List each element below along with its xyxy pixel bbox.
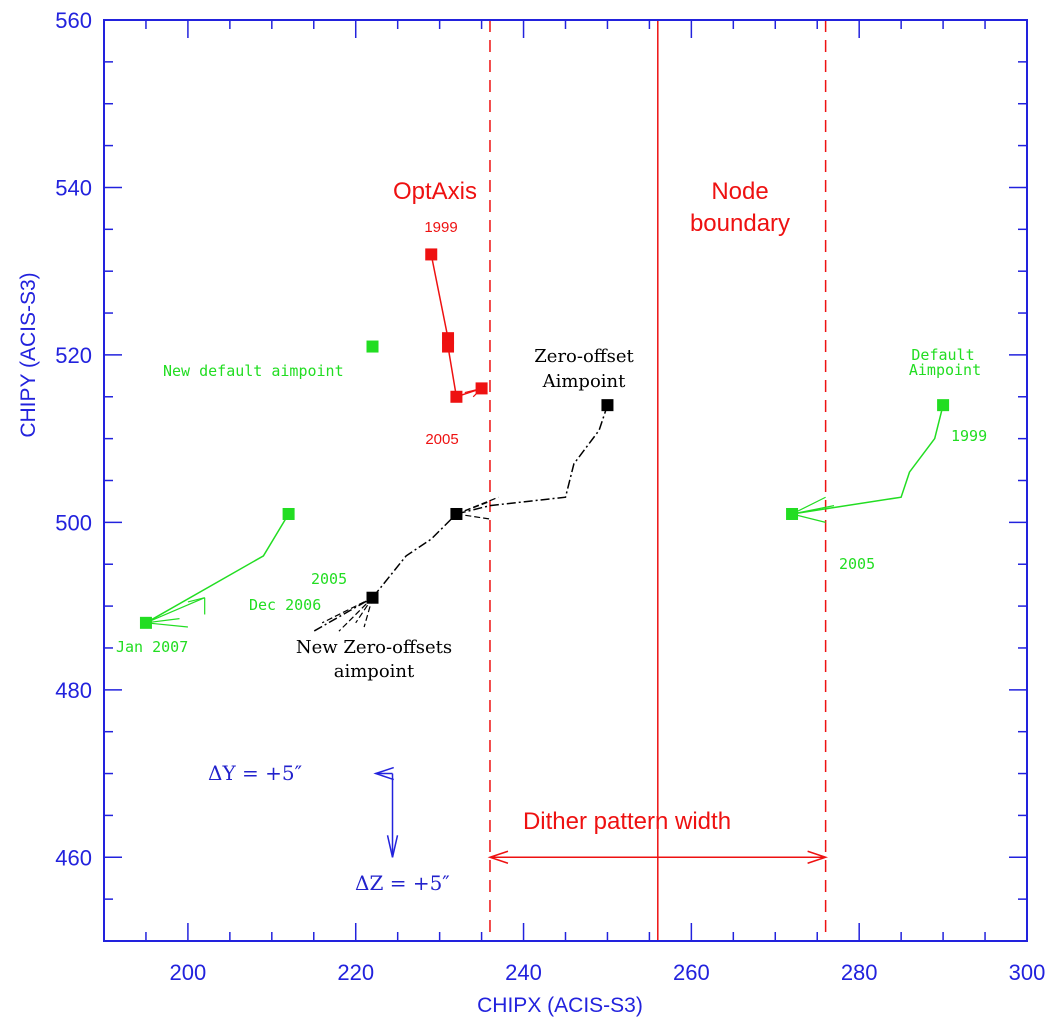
x-tick-label: 220 [337,960,374,985]
x-tick-label: 240 [505,960,542,985]
arrows [373,766,828,864]
new-2005-label: 2005 [311,570,347,588]
zero-offset-point [366,591,379,604]
optaxis-point [450,390,463,403]
dither-pattern-label: Dither pattern width [523,808,731,835]
x-tick-label: 200 [170,960,207,985]
new-zero-offsets-label-line2: aimpoint [334,661,415,682]
y-tick-label: 460 [55,845,92,870]
optaxis-label: OptAxis [393,178,477,205]
zero-offset-point [601,399,614,412]
new-default-path [145,513,290,624]
y-tick-label: 540 [55,175,92,200]
y-tick-label: 520 [55,343,92,368]
optaxis-2005-label: 2005 [425,431,458,448]
delta-z-label: ΔZ = +5″ [355,871,450,895]
optaxis-1999-label: 1999 [424,219,457,236]
optaxis-point [475,382,488,395]
aimpoint-point [139,616,152,629]
delta-y-label: ΔY = +5″ [208,761,302,785]
jan-2007-arrow-stroke [145,622,188,628]
zero-offset-label-line1: Zero-offset [534,346,634,367]
axis-ticks [103,19,1028,942]
new-zero-arrow-stroke [338,597,373,632]
reference-lines [489,20,827,941]
default-1999-label: 1999 [951,427,987,445]
y-axis-label: CHIPY (ACIS-S3) [17,272,40,437]
jan-2007-label: Jan 2007 [116,638,188,656]
jan-2007-arrowhead-stroke [187,597,205,603]
new-default-aimpoint-label: New default aimpoint [163,362,344,380]
zero-offset-label-line2: Aimpoint [542,371,627,392]
trajectory-paths [145,254,944,632]
aimpoint-point [366,340,379,353]
x-tick-label: 280 [841,960,878,985]
default-aimpoint-label-line1: Default [911,346,974,364]
node-boundary-label-line1: Node [711,178,768,205]
node-boundary-label-line2: boundary [690,210,790,237]
aimpoint-point [282,507,295,520]
optaxis-point [425,248,438,261]
jan-2007-arrow-stroke [145,597,205,624]
dec-2006-label: Dec 2006 [249,596,321,614]
zero-offset-point [450,507,463,520]
x-tick-label: 300 [1009,960,1046,985]
x-axis-label: CHIPX (ACIS-S3) [477,994,643,1017]
optaxis-point [442,340,455,353]
y-tick-label: 560 [55,8,92,33]
delta-y-arrowhead [373,766,394,781]
default-aimpoint-path [791,404,944,515]
dither-arrowhead-left [487,850,509,864]
y-tick-label: 480 [55,678,92,703]
plot-frame-rect [103,19,1028,942]
default-2005-arrow-stroke [791,505,835,515]
aimpoint-point [937,399,950,412]
zero-offset-path [313,404,609,632]
y-tick-label: 500 [55,510,92,535]
new-zero-arrow-stroke [321,597,373,624]
data-points [139,248,950,629]
default-aimpoint-label-line2: Aimpoint [909,361,981,379]
default-2005-label: 2005 [839,555,875,573]
delta-z-arrowhead [386,835,399,858]
tick-labels: 200 220 240 260 280 300 460 480 500 520 540 560 [55,8,1045,985]
dither-arrowhead-right [807,850,828,864]
new-zero-offsets-label-line1: New Zero-offsets [296,637,452,658]
aimpoint-point [786,507,799,520]
plot-frame [103,19,1028,942]
optaxis-path [430,254,482,398]
x-tick-label: 260 [673,960,710,985]
